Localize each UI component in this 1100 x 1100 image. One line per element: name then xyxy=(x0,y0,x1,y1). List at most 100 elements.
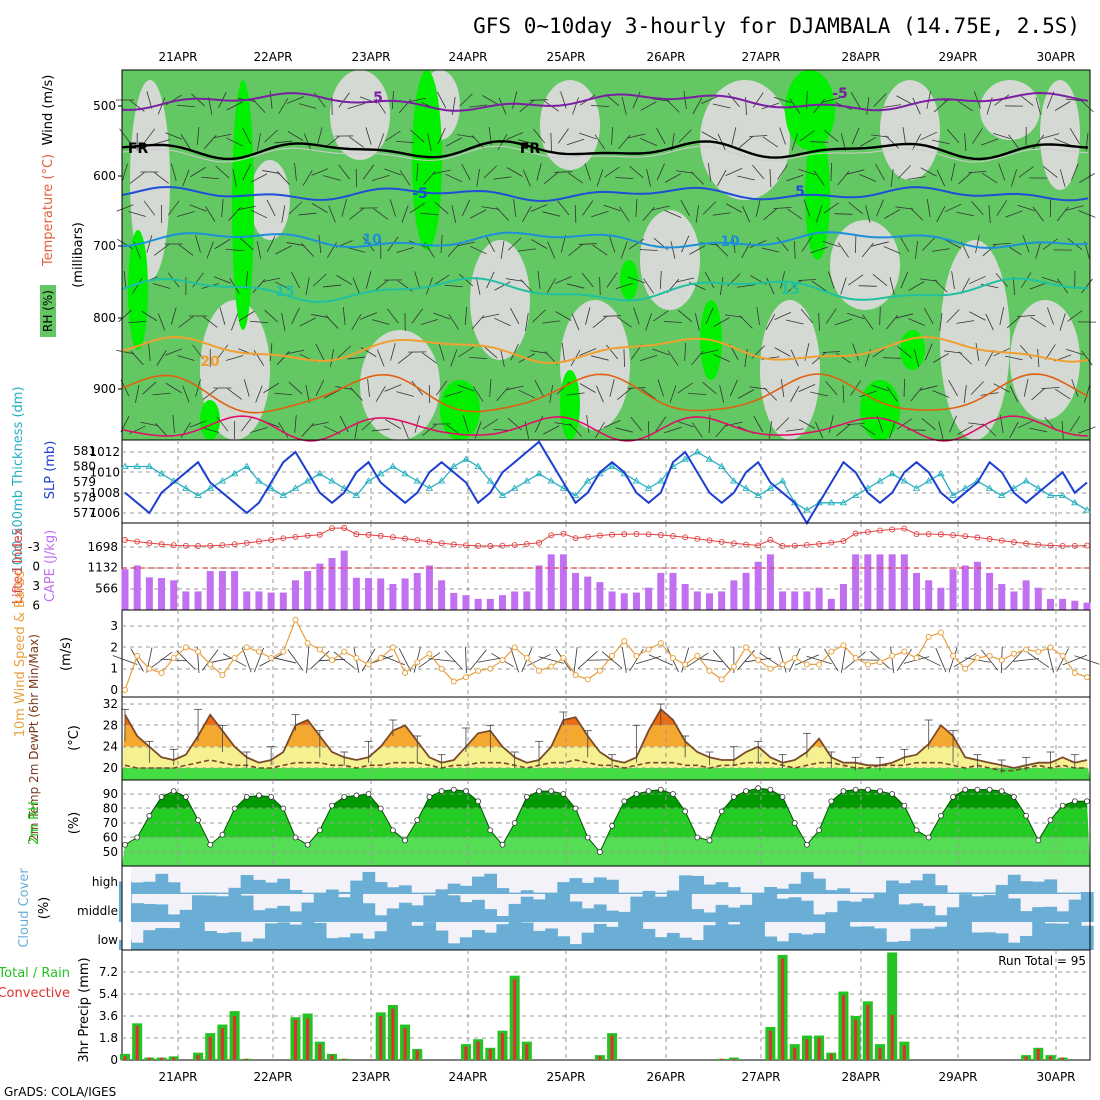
wind-barb xyxy=(506,167,523,177)
wind-barb xyxy=(517,248,536,252)
cloud-cell xyxy=(666,932,680,950)
wind10-point xyxy=(913,655,920,662)
pressure-tick-label: 800 xyxy=(93,311,116,325)
wind-barb xyxy=(824,130,839,142)
wind10-barb xyxy=(948,647,958,673)
contour-label: 15 xyxy=(780,282,799,298)
cloud-cell xyxy=(995,884,1009,894)
wind-barb xyxy=(629,165,644,179)
lifted-index-tick-label: -3 xyxy=(28,540,40,554)
wind-barb xyxy=(702,201,717,215)
precip-conv-bar xyxy=(610,1035,614,1060)
wind-barb xyxy=(846,423,865,425)
wind-barb xyxy=(956,211,975,217)
wind-barb xyxy=(225,355,244,361)
rh2m-point xyxy=(402,837,408,844)
wind-barb xyxy=(1056,206,1069,222)
rh2m-point xyxy=(706,837,713,844)
wind-barb xyxy=(753,415,763,433)
wind10-barb xyxy=(253,647,264,673)
wind-barb xyxy=(201,176,220,180)
wind-barb xyxy=(335,386,354,390)
precip-conv-bar xyxy=(342,1058,346,1060)
wind-barb xyxy=(920,167,937,177)
wind-barb xyxy=(128,211,146,217)
wind-barb xyxy=(762,136,779,148)
wind-barb xyxy=(294,414,297,434)
date-label-bottom: 26APR xyxy=(646,1070,685,1084)
wind-barb xyxy=(250,427,268,433)
rh2m-point xyxy=(438,788,445,794)
wind-barb xyxy=(827,271,835,289)
wind-barb xyxy=(352,277,361,295)
cape-bar xyxy=(706,593,714,610)
wind-barb xyxy=(214,238,231,250)
wind-barb xyxy=(793,240,796,260)
wind10-point xyxy=(353,655,360,662)
wind10-panel-frame xyxy=(121,609,1091,698)
wind-barb xyxy=(701,131,718,141)
lifted-index-point xyxy=(791,542,798,549)
rh2m-point xyxy=(511,820,518,826)
wind-barb xyxy=(275,245,292,255)
wind-barb xyxy=(639,354,658,362)
wind-barb xyxy=(165,382,182,394)
contour-label: -5 xyxy=(832,86,848,102)
cloud-cell xyxy=(520,922,534,950)
wind10-point xyxy=(158,669,165,676)
wind10-point xyxy=(329,657,336,664)
wind-barb xyxy=(883,357,902,359)
wind-barb xyxy=(910,386,923,402)
wind-barb xyxy=(481,313,500,319)
wind10-point xyxy=(402,669,409,676)
rh-tick-label: 60 xyxy=(103,831,118,845)
cloud-cell xyxy=(934,926,948,950)
precip-conv-bar xyxy=(135,1025,139,1060)
wind-barb xyxy=(640,137,658,147)
lifted-index-point xyxy=(560,530,567,537)
temp-tick-label: 24 xyxy=(103,740,118,754)
wind-barb xyxy=(232,169,237,187)
cloud-cell xyxy=(959,894,972,922)
lifted-index-point xyxy=(122,537,128,543)
cloud-cell xyxy=(447,883,461,894)
wind-barb xyxy=(489,378,492,398)
wind-barb xyxy=(1066,348,1084,356)
cape-bar xyxy=(1046,598,1054,610)
wind-barb xyxy=(968,170,987,174)
wind-barb xyxy=(909,207,924,221)
rh-moist-region xyxy=(620,260,638,300)
wind10-barb xyxy=(896,648,912,672)
wind10-point xyxy=(962,665,969,672)
wind-barb xyxy=(934,279,948,293)
wind-barb xyxy=(243,379,250,397)
wind10-point xyxy=(609,652,616,659)
wind-barb xyxy=(1032,206,1044,222)
thickness-point xyxy=(644,484,653,491)
cloud-cell xyxy=(143,930,157,950)
cloud-cell xyxy=(398,922,412,950)
cloud-cell xyxy=(325,894,339,922)
lifted-index-point xyxy=(621,531,628,538)
cloud-level-label: low xyxy=(98,933,119,947)
precip-conv-bar xyxy=(488,1049,492,1060)
wind-barb xyxy=(896,95,913,105)
cape-bar xyxy=(961,565,969,610)
cape-bar xyxy=(925,580,933,610)
wind10-point xyxy=(280,648,287,655)
wind-barb xyxy=(178,244,194,256)
cloud-cell xyxy=(934,915,948,922)
wind-barb xyxy=(533,128,546,144)
wind10-unit-label: (m/s) xyxy=(59,637,74,671)
wind-barb xyxy=(1071,379,1079,397)
wind-barb xyxy=(252,99,266,113)
cloud-cell xyxy=(715,904,729,922)
lifted-index-point xyxy=(937,531,944,538)
cloud-cell xyxy=(216,933,230,950)
lifted-index-point xyxy=(706,537,713,544)
cloud-cell xyxy=(679,875,692,894)
wind-barb xyxy=(437,91,447,109)
wind-barb xyxy=(604,166,620,178)
wind-barb xyxy=(554,422,573,426)
rh-dry-region xyxy=(470,240,530,360)
